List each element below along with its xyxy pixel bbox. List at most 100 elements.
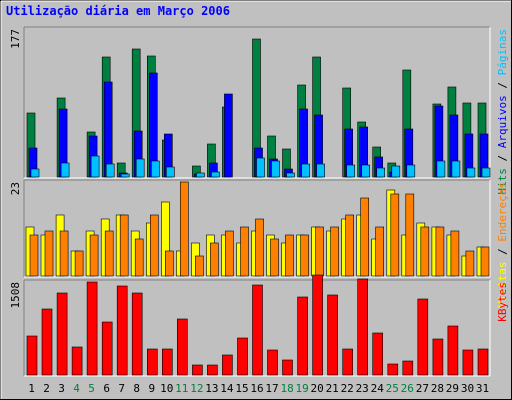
x-tick-label-17: 17 [265, 382, 278, 395]
bar-arquivos-day-14 [224, 93, 233, 178]
panel-visitas-enderecos-ymax-label: 23 [9, 182, 22, 195]
bar-kbytes-day-26 [402, 360, 414, 376]
legend-arquivos: Arquivos [496, 95, 509, 148]
x-tick-label-29: 29 [446, 382, 459, 395]
bar-endereços-day-6 [104, 230, 114, 277]
bar-páginas-day-10 [166, 166, 175, 178]
legend-kbytes: KBytes [496, 282, 509, 322]
panel-kbytes: 1508 KBytes [9, 274, 509, 377]
x-tick-label-9: 9 [148, 382, 155, 395]
bar-endereços-day-19 [300, 234, 309, 277]
bar-páginas-day-3 [60, 162, 70, 178]
bar-endereços-day-29 [450, 230, 460, 277]
x-tick-label-24: 24 [371, 382, 385, 395]
x-tick-label-19: 19 [295, 382, 308, 395]
bar-kbytes-day-19 [297, 296, 308, 376]
bar-kbytes-day-13 [207, 364, 218, 376]
panel-visitas-enderecos: 23 Visitas / Endereços [9, 179, 509, 308]
x-tick-label-22: 22 [341, 382, 354, 395]
bar-páginas-day-19 [301, 163, 310, 178]
bar-endereços-day-26 [405, 193, 415, 277]
bar-páginas-day-18 [286, 172, 295, 178]
bar-endereços-day-3 [59, 230, 69, 277]
panel-kbytes-ymax-label: 1508 [9, 282, 22, 309]
bar-páginas-day-22 [346, 164, 356, 178]
bar-kbytes-day-5 [86, 281, 98, 376]
x-tick-label-14: 14 [220, 382, 234, 395]
bar-kbytes-day-10 [162, 348, 173, 376]
bar-kbytes-day-3 [56, 292, 68, 376]
bar-páginas-day-26 [406, 164, 416, 178]
x-tick-label-23: 23 [356, 382, 369, 395]
bar-endereços-day-11 [180, 181, 189, 277]
bar-endereços-day-15 [240, 226, 249, 277]
legend-visitas: Visitas [496, 261, 509, 307]
bar-kbytes-day-16 [252, 284, 263, 376]
bar-kbytes-day-25 [387, 363, 399, 376]
bar-kbytes-day-11 [177, 318, 188, 376]
bar-kbytes-day-22 [342, 348, 354, 376]
x-tick-label-1: 1 [28, 382, 35, 395]
bar-páginas-day-16 [256, 157, 265, 178]
bar-endereços-day-10 [165, 250, 174, 277]
bar-páginas-day-6 [105, 163, 115, 178]
bar-kbytes-day-2 [41, 308, 53, 376]
x-tick-label-16: 16 [250, 382, 263, 395]
bar-páginas-day-7 [120, 173, 130, 178]
bar-kbytes-day-31 [477, 348, 489, 376]
bar-kbytes-day-9 [147, 348, 158, 376]
bar-kbytes-day-14 [222, 354, 233, 376]
bar-endereços-day-23 [360, 197, 370, 277]
bar-endereços-day-8 [134, 238, 144, 277]
bar-kbytes-day-18 [282, 359, 293, 376]
bar-endereços-day-16 [255, 218, 264, 277]
bar-arquivos-day-6 [103, 81, 113, 178]
panel-visitas-enderecos-legend: Visitas / Endereços [496, 182, 509, 308]
bar-kbytes-day-17 [267, 349, 278, 376]
x-tick-label-6: 6 [103, 382, 110, 395]
x-tick-label-4: 4 [73, 382, 80, 395]
bar-endereços-day-22 [345, 214, 355, 277]
panel-hits-arquivos-paginas: 177 Hits / Arquivos / Páginas [9, 26, 509, 195]
x-tick-label-28: 28 [431, 382, 444, 395]
bar-endereços-day-25 [390, 193, 400, 277]
x-tick-label-2: 2 [43, 382, 50, 395]
bar-páginas-day-13 [211, 171, 220, 178]
bar-endereços-day-17 [270, 238, 279, 277]
bar-kbytes-day-23 [357, 278, 369, 376]
panel-hits-arquivos-paginas-ymax-label: 177 [9, 29, 22, 49]
x-tick-label-21: 21 [326, 382, 339, 395]
x-tick-label-5: 5 [88, 382, 95, 395]
bar-páginas-day-9 [151, 160, 160, 178]
bar-endereços-day-24 [375, 226, 385, 277]
bar-endereços-day-14 [225, 230, 234, 277]
bar-endereços-day-21 [330, 226, 339, 277]
x-tick-label-25: 25 [386, 382, 399, 395]
x-tick-label-13: 13 [205, 382, 218, 395]
x-tick-label-26: 26 [401, 382, 414, 395]
bar-páginas-day-30 [466, 167, 476, 178]
legend-hits: Hits [496, 168, 509, 195]
bar-páginas-day-31 [481, 167, 491, 178]
panel-hits-arquivos-paginas-legend: Hits / Arquivos / Páginas [496, 29, 509, 195]
x-tick-label-10: 10 [160, 382, 173, 395]
bar-kbytes-day-4 [71, 346, 83, 376]
x-tick-label-27: 27 [416, 382, 429, 395]
x-tick-label-30: 30 [461, 382, 474, 395]
panel-kbytes-legend: KBytes [496, 282, 509, 322]
x-tick-label-15: 15 [235, 382, 248, 395]
bar-páginas-day-28 [436, 160, 446, 178]
bar-kbytes-day-27 [417, 298, 429, 376]
bar-endereços-day-4 [74, 250, 84, 277]
chart-title: Utilização diária em Março 2006 [6, 4, 230, 18]
bar-páginas-day-24 [376, 167, 386, 178]
legend-endereços: Endereços [496, 182, 509, 242]
bar-kbytes-day-30 [462, 349, 474, 376]
bar-kbytes-day-20 [312, 274, 323, 376]
bar-kbytes-day-6 [101, 321, 113, 376]
bar-kbytes-day-28 [432, 338, 444, 376]
bar-endereços-day-1 [29, 234, 39, 277]
bar-páginas-day-12 [196, 172, 205, 178]
bar-kbytes-day-1 [26, 335, 38, 376]
